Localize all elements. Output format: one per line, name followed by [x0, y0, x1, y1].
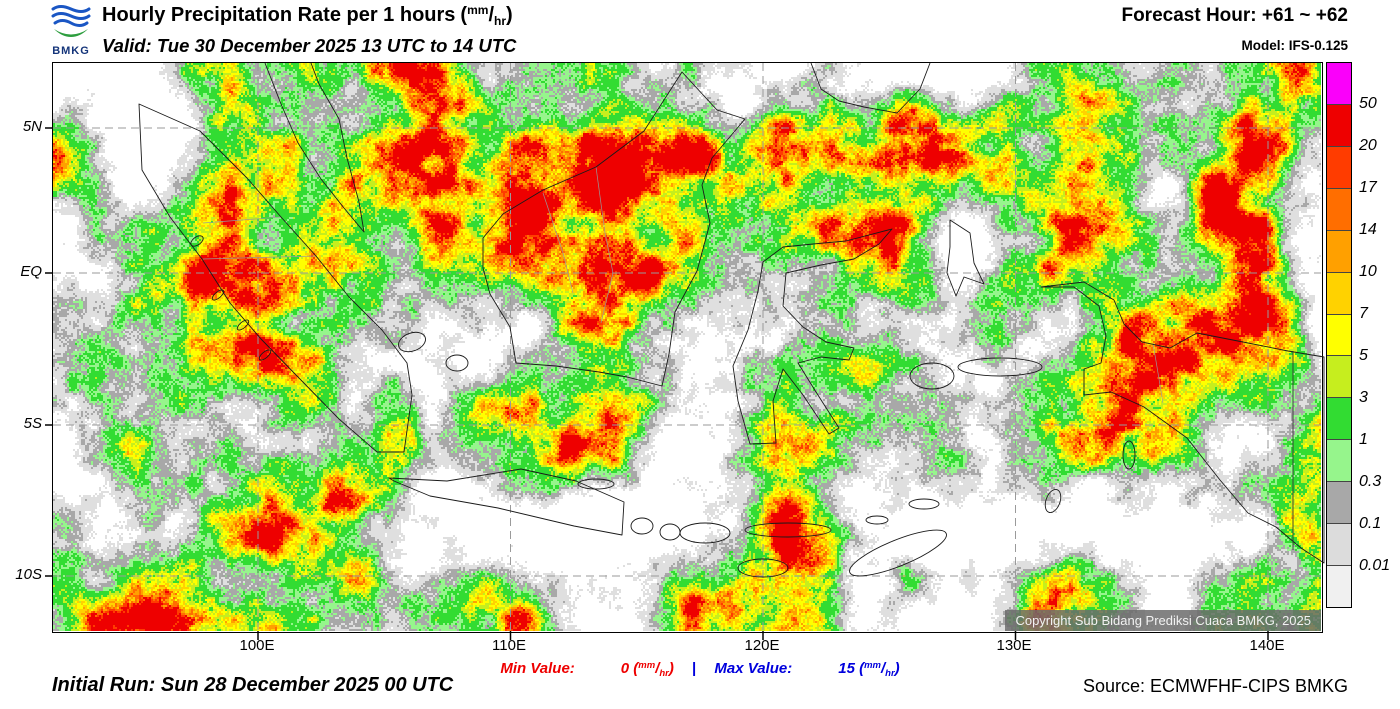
copyright-label: Copyright Sub Bidang Prediksi Cuaca BMKG…	[1005, 610, 1321, 631]
legend-segment	[1327, 398, 1351, 441]
min-value-label: Min Value:	[500, 660, 575, 677]
max-group: Max Value: 15 (mm/hr)	[714, 660, 900, 679]
max-value: 15	[838, 660, 855, 677]
max-value-label: Max Value:	[714, 660, 793, 677]
aru-coast	[1122, 440, 1136, 470]
legend-segment	[1327, 230, 1351, 273]
buru-coast	[909, 362, 955, 390]
legend-value: 14	[1359, 221, 1377, 238]
legend-segment	[1327, 482, 1351, 525]
unit-denominator: hr	[494, 14, 506, 28]
halmahera-coast	[946, 219, 985, 297]
legend-value: 10	[1359, 263, 1377, 280]
wetar-coast	[908, 498, 940, 510]
legend-segment	[1327, 356, 1351, 399]
nias-coast	[190, 235, 204, 247]
flores-coast	[744, 522, 832, 538]
legend-value: 7	[1359, 305, 1368, 322]
legend-segment	[1327, 63, 1351, 105]
madura-coast	[577, 478, 615, 490]
forecast-hour-label: Forecast Hour: +61 ~ +62	[1121, 5, 1348, 26]
lon-label: 130E	[996, 637, 1032, 654]
map-area: Copyright Sub Bidang Prediksi Cuaca BMKG…	[45, 62, 1325, 640]
lat-label: 5N	[22, 118, 42, 135]
legend-segment	[1327, 566, 1351, 607]
legend-segment	[1327, 104, 1351, 147]
coastline-overlay	[45, 62, 1325, 640]
legend-value: 20	[1359, 137, 1377, 154]
coastlines	[138, 62, 1325, 578]
lat-label: EQ	[20, 263, 42, 280]
mentawai-coast	[236, 319, 250, 331]
legend-scale: 50 20 17 14 10 7 5 3 1 0.3 0.1 0.01	[1359, 62, 1399, 608]
tanimbar-coast	[1044, 489, 1062, 513]
sumba-coast	[737, 558, 789, 578]
axis-ticks	[45, 127, 1269, 640]
legend-value: 50	[1359, 95, 1377, 112]
page-title: Hourly Precipitation Rate per 1 hours (mm…	[102, 3, 516, 28]
initial-run-label: Initial Run: Sun 28 December 2025 00 UTC	[52, 674, 454, 696]
page-title-text: Hourly Precipitation Rate per 1 hours	[102, 4, 456, 26]
min-value: 0	[620, 660, 630, 677]
malay-peninsula-coast	[264, 62, 365, 233]
sulawesi-coast	[732, 228, 893, 445]
unit-close-paren: )	[506, 4, 513, 26]
lon-label: 140E	[1249, 637, 1285, 654]
mentawai-coast	[211, 289, 225, 301]
legend-segment	[1327, 524, 1351, 567]
bmkg-logo-label: BMKG	[52, 45, 90, 57]
legend-segment	[1327, 146, 1351, 189]
borneo-coast	[482, 71, 746, 387]
legend-segment	[1327, 440, 1351, 483]
legend-value: 1	[1359, 431, 1368, 448]
province-borders	[202, 166, 1164, 404]
bali-coast	[630, 517, 654, 535]
bmkg-logo: BMKG	[44, 2, 98, 57]
graticule	[53, 63, 1321, 631]
sumbawa-coast	[679, 522, 731, 544]
legend-segment	[1327, 188, 1351, 231]
legend-value: 5	[1359, 347, 1368, 364]
legend-colorbar	[1326, 62, 1352, 608]
lon-label: 120E	[744, 637, 780, 654]
lat-label: 5S	[23, 415, 42, 432]
bmkg-logo-icon	[51, 5, 91, 37]
legend-value: 0.01	[1359, 557, 1391, 574]
legend-value: 0.3	[1359, 473, 1382, 490]
max-unit: (mm/hr)	[859, 660, 900, 679]
min-unit: (mm/hr)	[633, 660, 674, 679]
legend-value: 3	[1359, 389, 1368, 406]
source-label: Source: ECMWFHF-CIPS BMKG	[1082, 676, 1348, 696]
lat-label: 10S	[15, 566, 42, 583]
lon-label: 100E	[239, 637, 275, 654]
seram-coast	[957, 357, 1043, 377]
min-group: Min Value: 0 (mm/hr)	[500, 660, 678, 679]
precipitation-field	[53, 63, 1321, 631]
lombok-coast	[659, 523, 681, 541]
unit-numerator: mm	[467, 3, 489, 17]
legend-value: 0.1	[1359, 515, 1382, 532]
java-coast	[388, 468, 625, 536]
timor-coast	[849, 529, 947, 577]
alor-coast	[865, 515, 889, 525]
header-right: Forecast Hour: +61 ~ +62 Model: IFS-0.12…	[1121, 5, 1348, 53]
legend-value: 17	[1359, 179, 1377, 196]
minmax-line: Min Value: 0 (mm/hr) | Max Value: 15 (mm/h…	[0, 660, 1400, 679]
papua-coast	[1040, 281, 1325, 564]
minmax-separator: |	[692, 660, 697, 677]
belitung-coast	[445, 354, 469, 372]
legend-segment	[1327, 272, 1351, 315]
mindanao-coast	[810, 62, 931, 114]
bangka-coast	[398, 331, 426, 353]
legend-segment	[1327, 314, 1351, 357]
sumatra-coast	[138, 103, 413, 453]
mentawai-coast	[258, 349, 272, 361]
valid-time-label: Valid: Tue 30 December 2025 13 UTC to 14…	[102, 35, 517, 56]
title-block: Hourly Precipitation Rate per 1 hours (mm…	[102, 3, 516, 57]
model-label: Model: IFS-0.125	[1241, 38, 1348, 53]
unit-slash: /	[488, 4, 494, 26]
lon-label: 110E	[492, 637, 526, 654]
unit-open-paren: (	[460, 4, 468, 26]
